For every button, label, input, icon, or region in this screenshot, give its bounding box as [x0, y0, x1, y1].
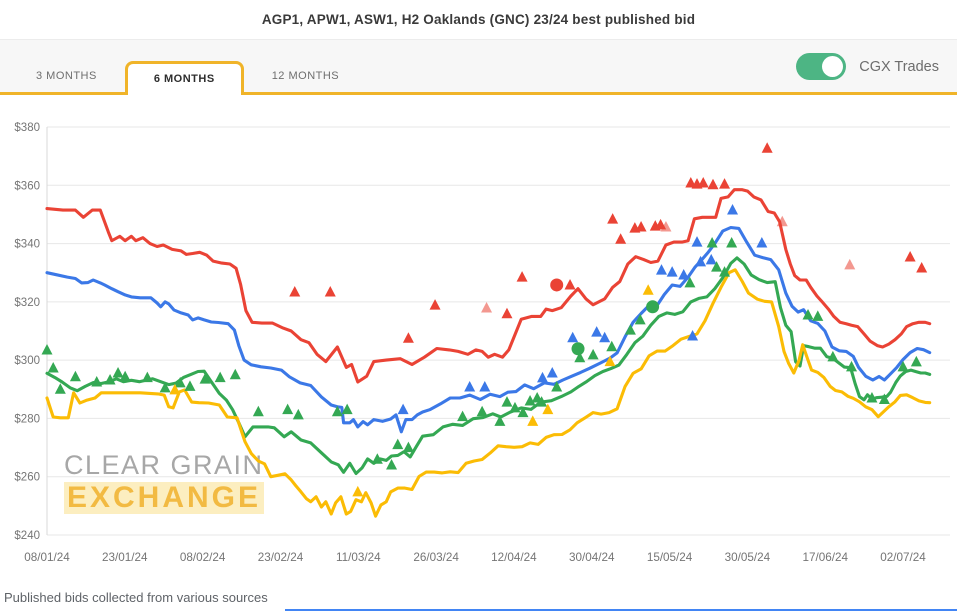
series-blue-line	[45, 225, 932, 434]
svg-text:$360: $360	[14, 180, 40, 192]
svg-text:$340: $340	[14, 239, 40, 251]
svg-text:17/06/24: 17/06/24	[802, 551, 848, 564]
svg-text:30/04/24: 30/04/24	[569, 551, 615, 564]
bottom-accent-bar	[285, 609, 957, 611]
chart-canvas[interactable]: $380 $360 $340 $320 $300 $280 $260 $240 08/01/24…	[0, 95, 957, 581]
clear-grain-exchange-watermark: CLEAR GRAIN EXCHANGE	[64, 450, 265, 514]
time-range-tab-bar: 3 MONTHS 6 MONTHS 12 MONTHS CGX Trades	[0, 40, 957, 95]
tab-12-months[interactable]: 12 MONTHS	[271, 70, 340, 82]
y-axis-labels: $380 $360 $340 $320 $300 $280 $260 $240	[14, 122, 40, 542]
gridlines	[46, 126, 950, 536]
svg-text:$240: $240	[14, 530, 40, 542]
svg-text:$280: $280	[14, 413, 40, 425]
cgx-trades-toggle-group: CGX Trades	[796, 53, 939, 80]
cgx-trades-toggle[interactable]	[796, 53, 847, 80]
svg-text:11/03/24: 11/03/24	[336, 551, 381, 564]
series-yellow-line	[45, 268, 932, 518]
page-title: AGP1, APW1, ASW1, H2 Oaklands (GNC) 23/2…	[261, 12, 696, 27]
green-trade-triangles	[41, 236, 922, 470]
series-red-line	[45, 188, 932, 384]
svg-text:12/04/24: 12/04/24	[491, 551, 537, 564]
svg-text:30/05/24: 30/05/24	[725, 551, 771, 564]
svg-text:15/05/24: 15/05/24	[647, 551, 693, 564]
footer-note: Published bids collected from various so…	[4, 590, 268, 605]
svg-text:08/01/24: 08/01/24	[24, 551, 70, 564]
watermark-line1: CLEAR GRAIN	[64, 450, 264, 480]
svg-text:$300: $300	[14, 355, 40, 367]
svg-text:02/07/24: 02/07/24	[880, 551, 926, 564]
tab-6-months[interactable]: 6 MONTHS	[124, 61, 244, 95]
svg-text:$380: $380	[14, 122, 40, 134]
tab-3-months[interactable]: 3 MONTHS	[36, 70, 97, 82]
svg-text:$260: $260	[14, 472, 40, 484]
svg-text:08/02/24: 08/02/24	[180, 551, 226, 564]
price-chart: CLEAR GRAIN EXCHANGE $380 $360 $340 $320 $30…	[0, 95, 957, 581]
svg-text:23/02/24: 23/02/24	[258, 551, 304, 564]
cgx-trades-toggle-label: CGX Trades	[859, 58, 939, 75]
svg-text:26/03/24: 26/03/24	[413, 551, 459, 564]
watermark-line2: EXCHANGE	[64, 482, 265, 514]
svg-text:23/01/24: 23/01/24	[102, 551, 148, 564]
blue-trade-triangles	[397, 204, 768, 415]
green-trade-circles	[571, 300, 660, 356]
toggle-knob-icon	[822, 56, 844, 77]
title-bar: AGP1, APW1, ASW1, H2 Oaklands (GNC) 23/2…	[0, 0, 957, 40]
red-trade-triangles	[289, 142, 928, 343]
x-axis-labels: 08/01/24 23/01/24 08/02/24 23/02/24 11/03/24…	[24, 551, 926, 564]
red-trade-circles	[550, 278, 564, 292]
svg-text:$320: $320	[14, 297, 40, 309]
yellow-trade-triangles	[169, 284, 654, 497]
